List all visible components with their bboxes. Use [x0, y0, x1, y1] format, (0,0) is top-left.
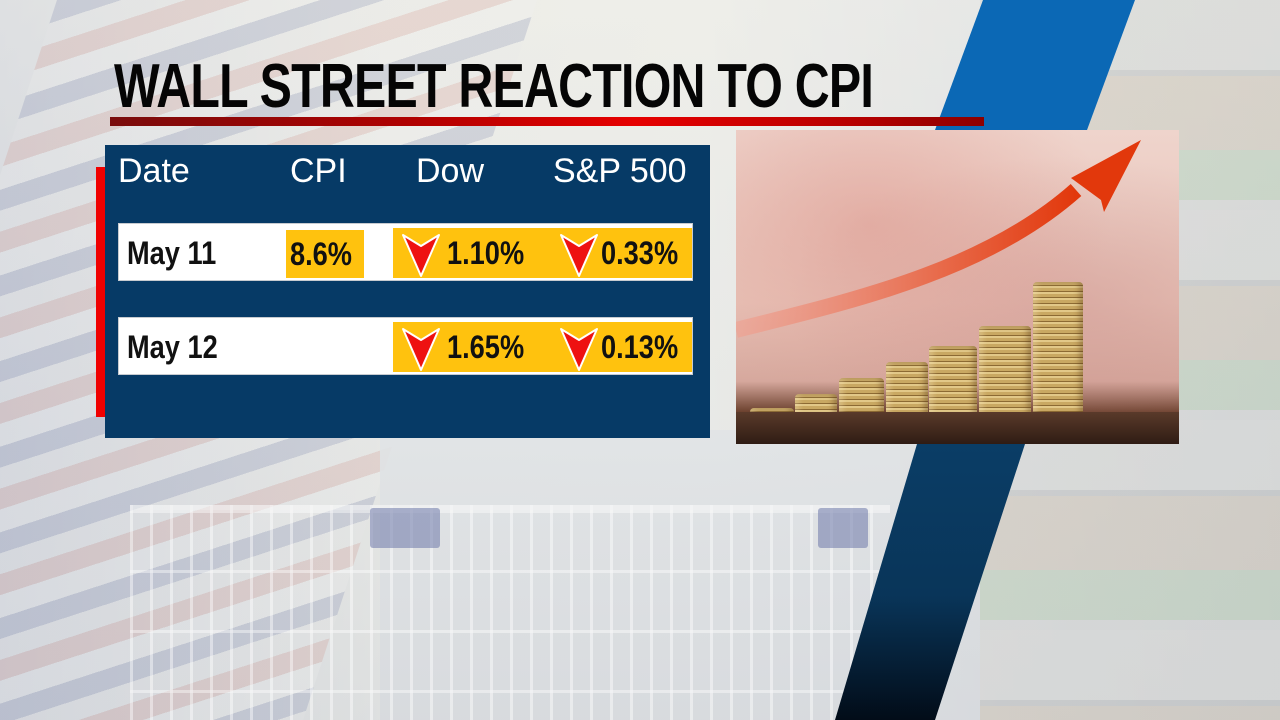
coin-stack — [979, 326, 1031, 416]
row-date: May 11 — [127, 235, 217, 271]
header-date: Date — [118, 152, 190, 190]
title-underline — [110, 117, 984, 126]
coin-stack — [795, 394, 837, 416]
dow-change: 1.65% — [447, 329, 525, 365]
cart-handle — [818, 508, 868, 548]
sp500-change: 0.33% — [601, 235, 679, 271]
down-arrow-icon — [402, 234, 440, 277]
market-change-highlight: 1.65% 0.13% — [393, 322, 692, 372]
dow-change: 1.10% — [447, 235, 525, 271]
down-arrow-icon — [560, 234, 598, 277]
background-aisle-floor — [380, 430, 900, 720]
row-date: May 12 — [127, 329, 218, 365]
coin-stack — [1033, 282, 1083, 416]
coin-stack — [839, 378, 884, 416]
down-arrow-icon — [402, 328, 440, 371]
cpi-highlight: 8.6% — [286, 230, 364, 278]
coin-stack — [929, 346, 977, 416]
background-shopping-cart — [130, 505, 890, 720]
sp500-change: 0.13% — [601, 329, 679, 365]
market-change-highlight: 1.10% 0.33% — [393, 228, 692, 278]
header-cpi: CPI — [290, 152, 347, 190]
coins-rising-arrow-image — [736, 130, 1179, 444]
header-sp500: S&P 500 — [553, 152, 687, 190]
table-row: May 12 1.65% 0.13% — [118, 317, 693, 375]
rising-arrow-icon — [736, 140, 1141, 338]
coin-stack — [886, 362, 928, 416]
red-accent-bar — [96, 167, 105, 417]
table-row: May 11 8.6% 1.10% 0.33% — [118, 223, 693, 281]
header-dow: Dow — [416, 152, 485, 190]
cart-handle — [370, 508, 440, 548]
reaction-table-panel — [105, 145, 710, 438]
down-arrow-icon — [560, 328, 598, 371]
cpi-value: 8.6% — [290, 236, 352, 272]
headline-title: WALL STREET REACTION TO CPI — [114, 52, 874, 121]
table-surface — [736, 412, 1179, 444]
